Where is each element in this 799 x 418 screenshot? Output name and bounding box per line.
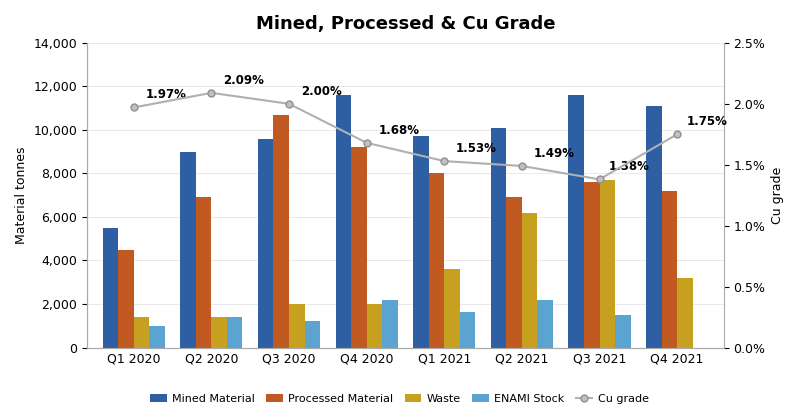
Text: 2.09%: 2.09% <box>223 74 264 87</box>
Text: 1.38%: 1.38% <box>609 160 650 173</box>
Bar <box>149 326 165 347</box>
Text: 2.00%: 2.00% <box>300 85 341 98</box>
Text: 1.97%: 1.97% <box>145 88 186 102</box>
Text: 1.68%: 1.68% <box>378 124 419 137</box>
Cu grade <box>439 158 449 163</box>
Bar <box>258 139 273 347</box>
Line: Cu grade: Cu grade <box>130 89 681 183</box>
Bar <box>196 197 212 347</box>
Cu grade <box>594 177 604 182</box>
Bar <box>181 152 196 347</box>
Bar <box>429 173 444 347</box>
Bar <box>491 128 507 347</box>
Bar <box>522 213 538 347</box>
Bar <box>677 278 693 347</box>
Bar <box>538 300 553 347</box>
Legend: Mined Material, Processed Material, Waste, ENAMI Stock, Cu grade: Mined Material, Processed Material, Wast… <box>145 390 654 408</box>
Cu grade <box>362 140 372 145</box>
Y-axis label: Material tonnes: Material tonnes <box>15 146 28 244</box>
Bar <box>646 106 662 347</box>
Text: 1.49%: 1.49% <box>534 147 574 160</box>
Cu grade <box>672 132 682 137</box>
Bar <box>118 250 133 347</box>
Bar <box>367 304 382 347</box>
Bar <box>273 115 289 347</box>
Y-axis label: Cu grade: Cu grade <box>771 167 784 224</box>
Bar <box>459 311 475 347</box>
Cu grade <box>517 163 527 168</box>
Bar <box>568 95 584 347</box>
Bar <box>336 95 351 347</box>
Cu grade <box>284 101 294 106</box>
Title: Mined, Processed & Cu Grade: Mined, Processed & Cu Grade <box>256 15 555 33</box>
Bar <box>662 191 677 347</box>
Cu grade <box>207 90 217 95</box>
Bar <box>507 197 522 347</box>
Bar <box>599 180 615 347</box>
Bar <box>133 317 149 347</box>
Bar <box>304 321 320 347</box>
Bar <box>212 317 227 347</box>
Bar <box>227 317 242 347</box>
Text: 1.75%: 1.75% <box>686 115 727 128</box>
Bar <box>289 304 304 347</box>
Bar <box>584 182 599 347</box>
Bar <box>382 300 398 347</box>
Bar <box>444 269 459 347</box>
Bar <box>103 228 118 347</box>
Cu grade <box>129 105 138 110</box>
Bar <box>615 315 630 347</box>
Bar <box>413 136 429 347</box>
Bar <box>351 147 367 347</box>
Text: 1.53%: 1.53% <box>456 142 497 155</box>
